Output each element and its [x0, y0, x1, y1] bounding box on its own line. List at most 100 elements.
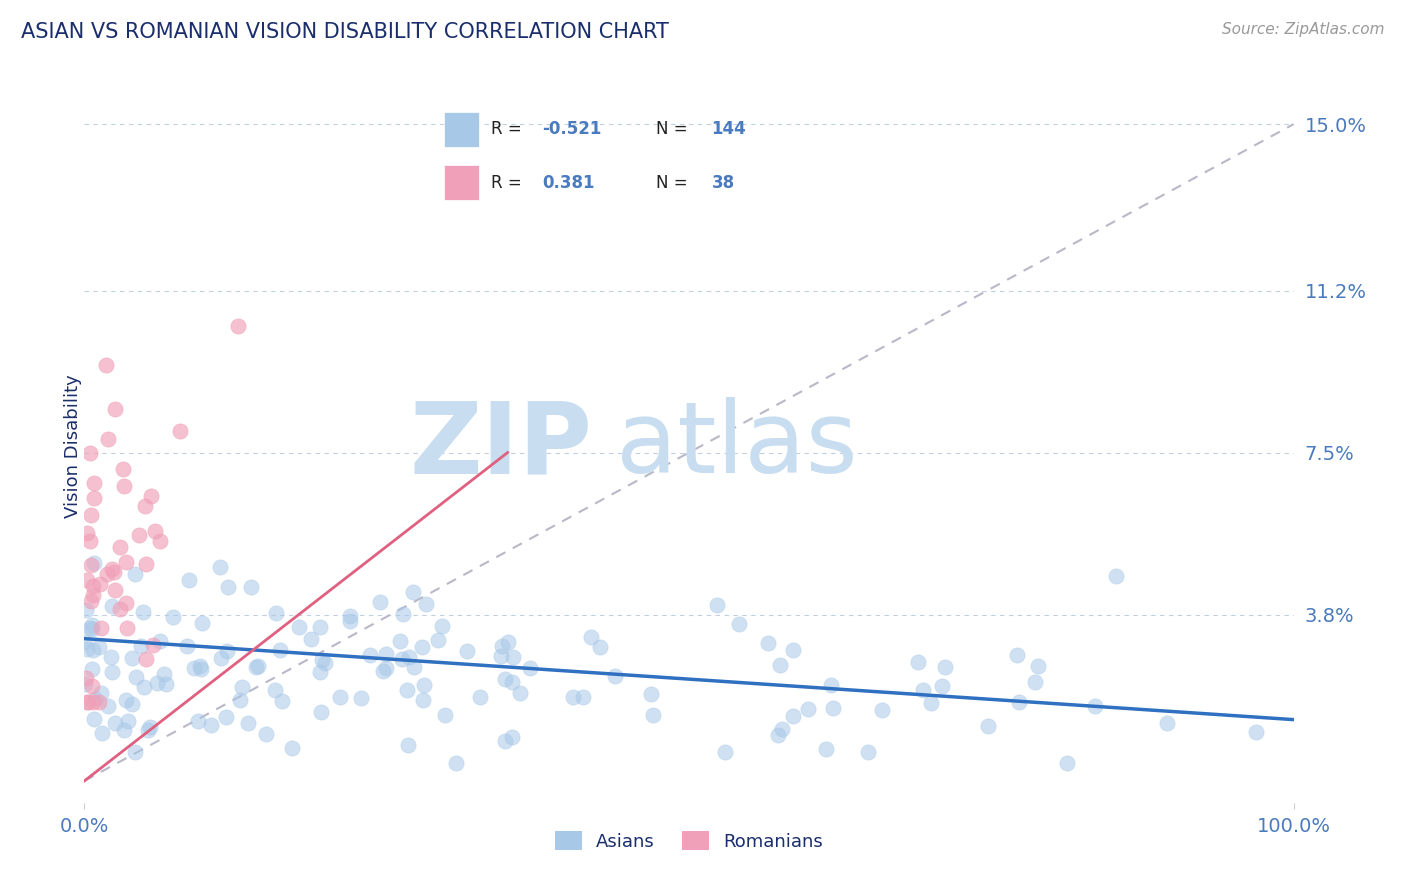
Point — [83, 692, 105, 706]
Point — [430, 619, 453, 633]
Point — [101, 599, 124, 613]
Point — [388, 633, 411, 648]
Point — [571, 690, 593, 704]
Point — [589, 640, 612, 655]
Point — [412, 693, 434, 707]
Point — [797, 702, 820, 716]
Point — [103, 565, 125, 579]
Point — [271, 694, 294, 708]
Point — [112, 723, 135, 737]
Point — [359, 648, 381, 662]
Point — [501, 730, 523, 744]
Point — [579, 630, 602, 644]
Point — [470, 690, 492, 704]
Point — [311, 653, 333, 667]
Point — [236, 715, 259, 730]
Point — [101, 665, 124, 679]
Point — [402, 660, 425, 674]
Point — [329, 690, 352, 704]
Point — [149, 534, 172, 549]
Point — [191, 615, 214, 630]
Text: R =: R = — [491, 120, 522, 138]
Point — [100, 649, 122, 664]
Text: atlas: atlas — [616, 398, 858, 494]
Point — [136, 723, 159, 737]
Point — [311, 706, 333, 720]
Y-axis label: Vision Disability: Vision Disability — [65, 374, 82, 518]
Text: 144: 144 — [711, 120, 747, 138]
Point — [80, 508, 103, 522]
Point — [770, 722, 793, 736]
Point — [395, 683, 418, 698]
Point — [314, 656, 336, 670]
Text: 0.381: 0.381 — [543, 174, 595, 192]
Point — [411, 640, 433, 655]
Point — [97, 432, 120, 446]
Point — [104, 715, 127, 730]
Point — [134, 680, 156, 694]
Point — [823, 701, 845, 715]
Point — [494, 673, 516, 687]
Point — [433, 707, 456, 722]
Point — [169, 424, 191, 438]
Point — [94, 358, 117, 372]
Point — [494, 734, 516, 748]
Point — [117, 714, 139, 728]
Point — [149, 634, 172, 648]
Point — [82, 662, 104, 676]
Point — [124, 567, 146, 582]
Point — [264, 682, 287, 697]
Point — [82, 588, 104, 602]
Point — [142, 638, 165, 652]
Point — [96, 567, 118, 582]
Point — [75, 603, 97, 617]
Point — [80, 558, 103, 572]
Point — [1244, 724, 1267, 739]
Point — [339, 608, 361, 623]
Point — [254, 727, 277, 741]
Point — [132, 605, 155, 619]
Text: 38: 38 — [711, 174, 734, 192]
Point — [640, 687, 662, 701]
Point — [139, 720, 162, 734]
Point — [90, 686, 112, 700]
Point — [97, 699, 120, 714]
Point — [188, 659, 211, 673]
Point — [415, 597, 437, 611]
Point — [121, 697, 143, 711]
Text: ZIP: ZIP — [409, 398, 592, 494]
Point — [155, 677, 177, 691]
Point — [190, 662, 212, 676]
Point — [135, 557, 157, 571]
Point — [706, 598, 728, 612]
Point — [1084, 698, 1107, 713]
Point — [114, 596, 136, 610]
Point — [502, 650, 524, 665]
Point — [87, 640, 110, 654]
Point — [240, 580, 263, 594]
Point — [1156, 716, 1178, 731]
Point — [231, 680, 253, 694]
Point — [491, 639, 513, 653]
Point — [76, 695, 98, 709]
Point — [398, 650, 420, 665]
Point — [83, 476, 105, 491]
Point — [375, 660, 398, 674]
Point — [562, 690, 585, 704]
Point — [115, 693, 138, 707]
Point — [200, 717, 222, 731]
Text: N =: N = — [657, 174, 688, 192]
Point — [444, 756, 467, 771]
Point — [176, 639, 198, 653]
Point — [782, 709, 804, 723]
Point — [146, 676, 169, 690]
Point — [76, 573, 98, 587]
Point — [349, 691, 371, 706]
Point — [412, 678, 434, 692]
Point — [82, 642, 104, 657]
Point — [856, 746, 879, 760]
Point — [104, 583, 127, 598]
Point — [82, 695, 104, 709]
Point — [1008, 695, 1031, 709]
Point — [139, 489, 162, 503]
